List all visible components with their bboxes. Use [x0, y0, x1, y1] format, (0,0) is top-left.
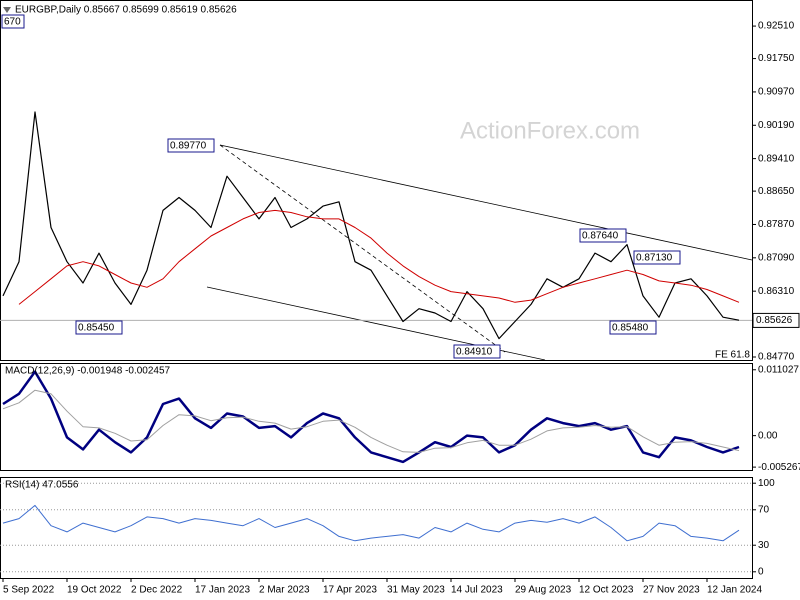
x-tick-label: 5 Sep 2022 [3, 585, 55, 596]
chart-title: EURGBP,Daily 0.85667 0.85699 0.85619 0.8… [15, 5, 237, 16]
y-tick-label: 0.89410 [758, 153, 795, 164]
trend-line [219, 144, 753, 261]
series-line [2, 389, 740, 453]
x-tick-label: 19 Oct 2022 [67, 585, 122, 596]
series-line [2, 111, 740, 340]
panel-frame [0, 477, 753, 579]
annotation-box [1, 14, 25, 29]
annotation: 0.87640 [582, 231, 619, 242]
y-tick-label: -0.005267 [758, 462, 800, 473]
annotation: 0.84910 [456, 347, 493, 358]
panel-frame [0, 363, 753, 471]
y-tick-label: 0.87090 [758, 252, 795, 263]
panel-frame [0, 0, 753, 361]
menu-icon[interactable] [3, 7, 11, 13]
y-tick-label: 0.87870 [758, 219, 795, 230]
y-tick-label: 0.88650 [758, 186, 795, 197]
y-tick-label: 0.92510 [758, 21, 795, 32]
x-tick-label: 27 Nov 2023 [643, 585, 700, 596]
annotation-box [75, 320, 123, 335]
annotation: 0.85480 [612, 323, 649, 334]
y-tick-label: 30 [758, 540, 770, 551]
y-tick-label: 70 [758, 504, 770, 515]
indicator-title: RSI(14) 47.0556 [5, 480, 79, 491]
series-line [18, 209, 740, 305]
x-tick-label: 14 Jul 2023 [451, 585, 503, 596]
x-tick-label: 12 Oct 2023 [579, 585, 634, 596]
y-tick-label: 0.84770 [758, 352, 795, 363]
annotation: 670 [4, 17, 21, 28]
annotation-box [609, 320, 657, 335]
x-tick-label: 31 May 2023 [387, 585, 445, 596]
y-tick-label: 0.86310 [758, 286, 795, 297]
price-tag-label: 0.85626 [756, 315, 793, 326]
x-tick-label: 29 Aug 2023 [515, 585, 572, 596]
indicator-title: MACD(12,26,9) -0.001948 -0.002457 [5, 366, 171, 377]
annotation-box [167, 138, 215, 153]
x-tick-label: 2 Mar 2023 [259, 585, 310, 596]
y-tick-label: 100 [758, 478, 775, 489]
annotation-box [579, 228, 627, 243]
series-line [2, 504, 740, 542]
annotation: 0.89770 [170, 141, 207, 152]
annotation: FE 61.8 [715, 350, 750, 361]
y-tick-label: 0 [758, 566, 764, 577]
y-tick-label: 0.91750 [758, 53, 795, 64]
y-tick-label: 0.011027 [758, 364, 799, 375]
y-tick-label: 0.90190 [758, 120, 795, 131]
trend-line [219, 144, 506, 353]
annotation-box [633, 250, 681, 265]
watermark: ActionForex.com [460, 117, 640, 144]
y-tick-label: 0.00 [758, 430, 778, 441]
annotation-box [453, 344, 501, 359]
annotation: 0.85450 [78, 323, 115, 334]
x-tick-label: 17 Apr 2023 [323, 585, 377, 596]
price-tag [752, 312, 800, 328]
x-tick-label: 17 Jan 2023 [195, 585, 250, 596]
annotation: 0.87130 [636, 253, 673, 264]
x-tick-label: 12 Jan 2024 [707, 585, 762, 596]
x-tick-label: 2 Dec 2022 [131, 585, 183, 596]
series-line [2, 370, 740, 464]
y-tick-label: 0.90970 [758, 87, 795, 98]
